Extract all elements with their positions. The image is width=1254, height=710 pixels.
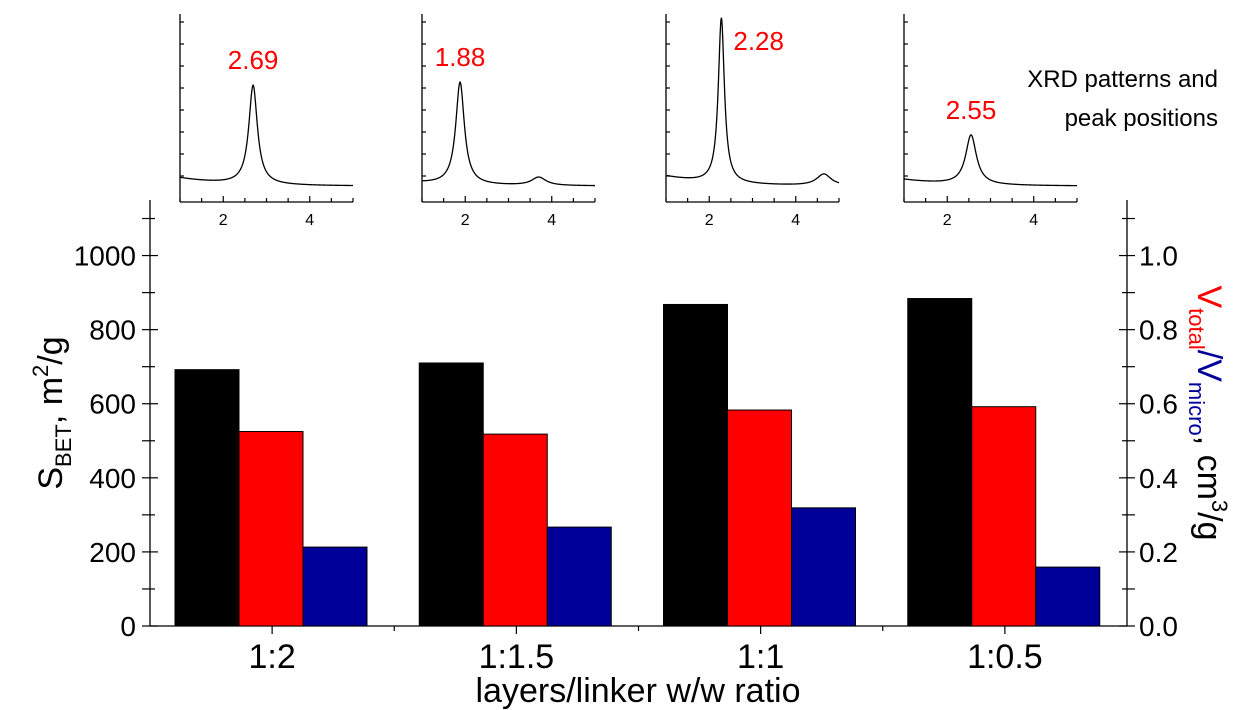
inset-x-tick-label: 2 [705, 212, 714, 229]
xrd-inset-3: 2 42.28 [665, 14, 840, 229]
xrd-inset-4: 2 42.55 [903, 14, 1078, 229]
left-ticks-group: 0 200 400 600 800 1000 [74, 217, 158, 642]
inset-x-tick-label: 2 [943, 212, 952, 229]
bar-1-2-series-0 [174, 369, 240, 627]
bar-1-2-series-2 [302, 546, 368, 627]
left-tick-label: 800 [89, 315, 136, 346]
peak-position-label: 2.55 [946, 95, 997, 125]
inset-x-tick-label: 4 [791, 212, 800, 229]
right-tick-label: 0.6 [1139, 389, 1178, 420]
x-axis-label: layers/linker w/w ratio [476, 672, 801, 710]
left-tick-label: 200 [89, 537, 136, 568]
bar-1-1_5-series-2 [546, 526, 612, 627]
bar-1-0_5-series-2 [1035, 566, 1101, 627]
xrd-pattern-curve [421, 80, 596, 187]
inset-x-tick-label: 2 [219, 212, 228, 229]
x-category-label: 1:0.5 [967, 638, 1043, 676]
bar-1-1-series-0 [663, 303, 728, 627]
peak-position-label: 2.69 [228, 45, 279, 75]
x-category-label: 1:1.5 [479, 638, 555, 676]
peak-position-label: 1.88 [435, 42, 486, 72]
x-category-label: 1:2 [248, 638, 295, 676]
main-plot: 0 200 400 600 800 1000 0.0 0.2 0.4 0.6 0.8 1.0 1:2… [28, 200, 1232, 710]
inset-x-tick-label: 4 [305, 212, 314, 229]
inset-x-tick-label: 4 [547, 212, 556, 229]
left-tick-label: 1000 [74, 241, 136, 272]
right-tick-label: 0.8 [1139, 315, 1178, 346]
x-ticks-group: 1:2 1:1.5 1:1 1:0.5 [248, 626, 1043, 676]
left-tick-label: 600 [89, 389, 136, 420]
xrd-insets: 2 42.692 41.882 42.282 42.55 [179, 14, 1078, 229]
inset-caption-line2: peak positions [1065, 105, 1218, 132]
bar-1-0_5-series-1 [971, 406, 1037, 627]
inset-caption-line1: XRD patterns and [1027, 66, 1218, 93]
xrd-pattern-curve [903, 134, 1077, 187]
bar-1-1_5-series-1 [482, 433, 548, 627]
xrd-inset-1: 2 42.69 [179, 14, 354, 229]
bar-1-1_5-series-0 [418, 362, 484, 627]
left-tick-label: 400 [89, 463, 136, 494]
xrd-pattern-curve [179, 83, 354, 187]
right-tick-label: 0.4 [1139, 463, 1178, 494]
xrd-inset-2: 2 41.88 [421, 14, 596, 229]
right-tick-label: 0.0 [1139, 611, 1178, 642]
inset-x-tick-label: 2 [461, 212, 470, 229]
bar-1-0_5-series-0 [907, 298, 973, 627]
peak-position-label: 2.28 [733, 26, 784, 56]
left-tick-label: 0 [120, 611, 136, 642]
bar-1-1-series-1 [727, 409, 792, 627]
bar-1-2-series-1 [238, 431, 304, 627]
bars-group [174, 298, 1101, 627]
bar-1-1-series-2 [791, 507, 856, 627]
right-y-axis-label: Vtotal/Vmicro, cm3/g [1184, 285, 1232, 540]
left-y-axis-label: SBET, m2/g [28, 336, 76, 489]
right-tick-label: 1.0 [1139, 241, 1178, 272]
x-category-label: 1:1 [737, 638, 784, 676]
xrd-pattern-curve [665, 17, 840, 185]
inset-x-tick-label: 4 [1029, 212, 1038, 229]
right-ticks-group: 0.0 0.2 0.4 0.6 0.8 1.0 [1119, 217, 1178, 642]
right-tick-label: 0.2 [1139, 537, 1178, 568]
